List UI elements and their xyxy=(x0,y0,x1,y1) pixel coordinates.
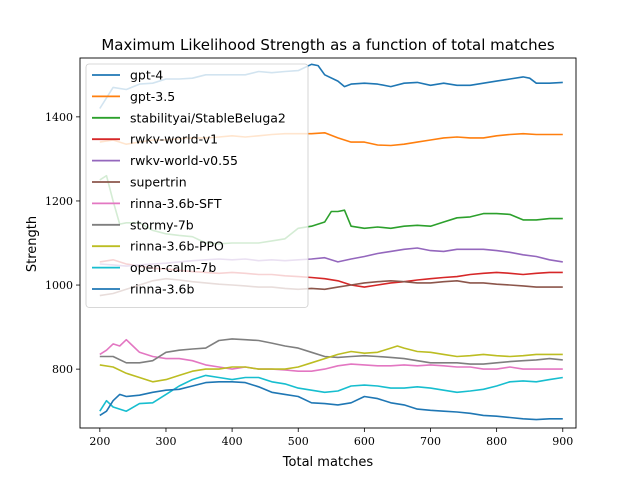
x-tick-label: 500 xyxy=(288,435,309,448)
legend-label: gpt-3.5 xyxy=(130,89,175,104)
x-tick-label: 700 xyxy=(420,435,441,448)
x-tick-label: 900 xyxy=(552,435,573,448)
y-tick-label: 1000 xyxy=(45,279,73,292)
y-tick-label: 1200 xyxy=(45,195,73,208)
legend-label: rwkv-world-v1 xyxy=(130,132,218,147)
legend-label: rinna-3.6b-SFT xyxy=(130,196,222,211)
legend-label: rinna-3.6b xyxy=(130,282,195,297)
chart-title: Maximum Likelihood Strength as a functio… xyxy=(101,36,554,54)
series-line-rinna-3-6b-sft xyxy=(99,338,563,373)
x-tick-label: 200 xyxy=(89,435,110,448)
y-tick-label: 800 xyxy=(52,363,73,376)
x-tick-label: 400 xyxy=(222,435,243,448)
legend-label: rinna-3.6b-PPO xyxy=(130,239,224,254)
legend-label: stabilityai/StableBeluga2 xyxy=(130,110,286,125)
series-line-rinna-3-6b-ppo xyxy=(99,345,563,383)
legend-label: stormy-7b xyxy=(130,217,194,232)
legend-label: rwkv-world-v0.55 xyxy=(130,153,238,168)
y-tick-label: 1400 xyxy=(45,111,73,124)
legend-label: open-calm-7b xyxy=(130,260,216,275)
axes-frame xyxy=(79,57,577,429)
series-line-rinna-3-6b xyxy=(99,380,563,421)
legend-label: gpt-4 xyxy=(130,68,163,83)
x-tick-label: 300 xyxy=(155,435,176,448)
x-tick-label: 800 xyxy=(486,435,507,448)
x-tick-label: 600 xyxy=(354,435,375,448)
axis-ticks: 200 300 400 500 600 700 800 900 800 1000 1200 1400 xyxy=(45,111,573,448)
x-axis-label: Total matches xyxy=(282,455,374,470)
y-axis-label: Strength xyxy=(25,216,40,272)
legend-box xyxy=(85,63,309,308)
legend-label: supertrin xyxy=(130,175,187,190)
series-line-open-calm-7b xyxy=(99,374,563,413)
legend: gpt-4 gpt-3.5 stabilityai/StableBeluga2 rwk… xyxy=(85,63,309,308)
